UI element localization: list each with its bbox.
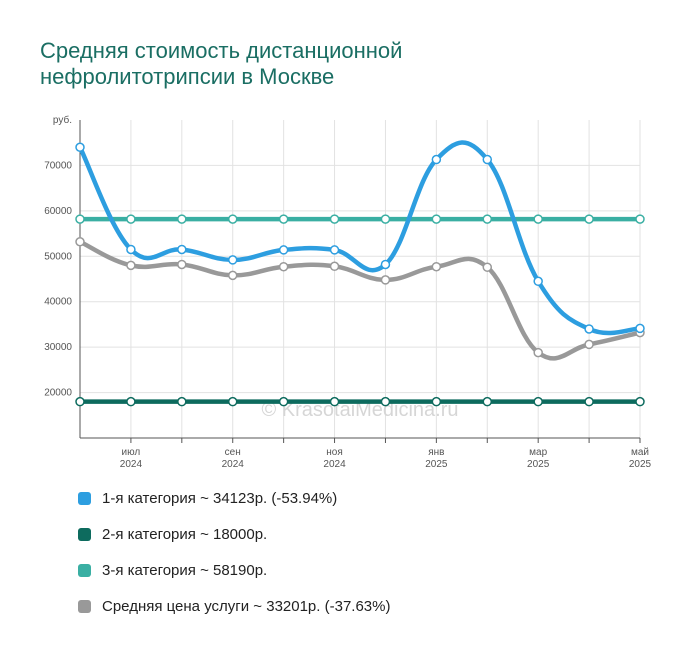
series-point <box>75 396 85 407</box>
y-tick-label: 30000 <box>44 342 72 353</box>
legend-label-category-1: 1-я категория ~ 34123р. (-53.94%) <box>102 489 338 507</box>
x-tick-label-year: 2024 <box>120 459 143 470</box>
x-tick-label-year: 2024 <box>222 459 245 470</box>
chart-grid <box>80 120 641 438</box>
series-point <box>278 214 289 224</box>
legend-swatch-category-1 <box>78 491 91 505</box>
series-point <box>431 154 442 165</box>
y-tick-label: 40000 <box>44 297 72 308</box>
legend-label-category-3: 3-я категория ~ 58190р. <box>102 561 268 579</box>
watermark: © KrasotaiMedicina.ru <box>261 399 458 421</box>
series-point <box>431 261 442 272</box>
y-unit-label: руб. <box>53 114 72 126</box>
series-line <box>77 239 643 361</box>
x-tick-label-month: сен <box>225 447 241 458</box>
legend-item-category-1[interactable]: 1-я категория ~ 34123р. (-53.94%) <box>78 486 638 510</box>
x-tick-label-month: ноя <box>326 447 343 458</box>
chart-axes <box>79 120 641 443</box>
legend-item-average-price[interactable]: Средняя цена услуги ~ 33201р. (-37.63%) <box>78 594 638 618</box>
x-tick-label-month: май <box>631 447 649 458</box>
x-tick-label-month: июл <box>122 447 141 458</box>
y-tick-label: 20000 <box>44 388 72 399</box>
legend-swatch-average-price <box>78 599 91 613</box>
series-point <box>482 154 493 165</box>
series-point <box>329 245 340 255</box>
x-tick-label-year: 2025 <box>527 459 550 470</box>
chart-series <box>75 140 645 407</box>
series-point <box>380 275 391 285</box>
series-point <box>329 214 340 224</box>
series-point <box>584 324 594 334</box>
series-point <box>278 396 289 407</box>
series-point <box>380 259 391 270</box>
series-point <box>329 396 340 407</box>
series-point <box>75 236 85 247</box>
chart-title-line-2: нефролитотрипсии в Москве <box>40 64 335 89</box>
series-point <box>177 396 187 407</box>
series-point <box>278 245 289 255</box>
series-point <box>431 214 442 224</box>
y-tick-label: 60000 <box>44 206 72 217</box>
series-point <box>635 214 645 224</box>
series-point <box>635 396 645 407</box>
legend-swatch-category-3 <box>78 563 91 577</box>
x-tick-label-month: янв <box>428 447 444 458</box>
series-point <box>75 214 85 224</box>
series-0 <box>75 396 645 407</box>
series-point <box>533 214 543 224</box>
legend-item-category-2[interactable]: 2-я категория ~ 18000р. <box>78 522 638 546</box>
series-point <box>75 142 85 153</box>
series-point <box>584 214 594 224</box>
line-chart: © KrasotaiMedicina.ru 200003000040000500… <box>44 114 651 470</box>
x-tick-label-year: 2024 <box>323 459 346 470</box>
chart-axis-labels: 200003000040000500006000070000руб.июл202… <box>44 114 651 470</box>
series-point <box>431 396 442 407</box>
series-point <box>329 261 340 272</box>
y-tick-label: 70000 <box>44 160 72 171</box>
series-point <box>380 214 391 224</box>
series-point <box>635 323 645 334</box>
series-point <box>227 270 238 281</box>
legend-swatch-category-2 <box>78 527 91 541</box>
series-point <box>482 214 493 224</box>
y-tick-label: 50000 <box>44 251 72 262</box>
series-point <box>278 261 289 272</box>
series-3 <box>75 140 645 336</box>
series-point <box>227 396 238 407</box>
x-tick-label-month: мар <box>529 447 547 458</box>
series-1 <box>75 214 645 224</box>
series-point <box>126 260 136 271</box>
series-point <box>584 396 594 407</box>
chart-legend: 1-я категория ~ 34123р. (-53.94%) 2-я ка… <box>78 486 638 630</box>
series-point <box>177 259 187 270</box>
series-point <box>482 396 493 407</box>
x-tick-label-year: 2025 <box>629 459 652 470</box>
series-2 <box>75 236 645 361</box>
chart-title-line-1: Средняя стоимость дистанционной <box>40 38 403 63</box>
series-point <box>227 214 238 224</box>
series-line <box>77 140 643 336</box>
series-point <box>227 255 238 265</box>
series-point <box>533 396 543 407</box>
chart-title: Средняя стоимость дистанционной нефролит… <box>40 38 640 90</box>
legend-label-average-price: Средняя цена услуги ~ 33201р. (-37.63%) <box>102 597 391 615</box>
series-point <box>177 214 187 224</box>
series-point <box>533 276 543 287</box>
legend-item-category-3[interactable]: 3-я категория ~ 58190р. <box>78 558 638 582</box>
series-point <box>533 347 543 358</box>
series-point <box>584 339 594 350</box>
x-tick-label-year: 2025 <box>425 459 448 470</box>
series-point <box>126 244 136 255</box>
legend-label-category-2: 2-я категория ~ 18000р. <box>102 525 268 543</box>
series-point <box>482 262 493 272</box>
series-point <box>126 214 136 224</box>
series-point <box>126 396 136 407</box>
series-point <box>380 396 391 407</box>
series-point <box>177 244 187 255</box>
